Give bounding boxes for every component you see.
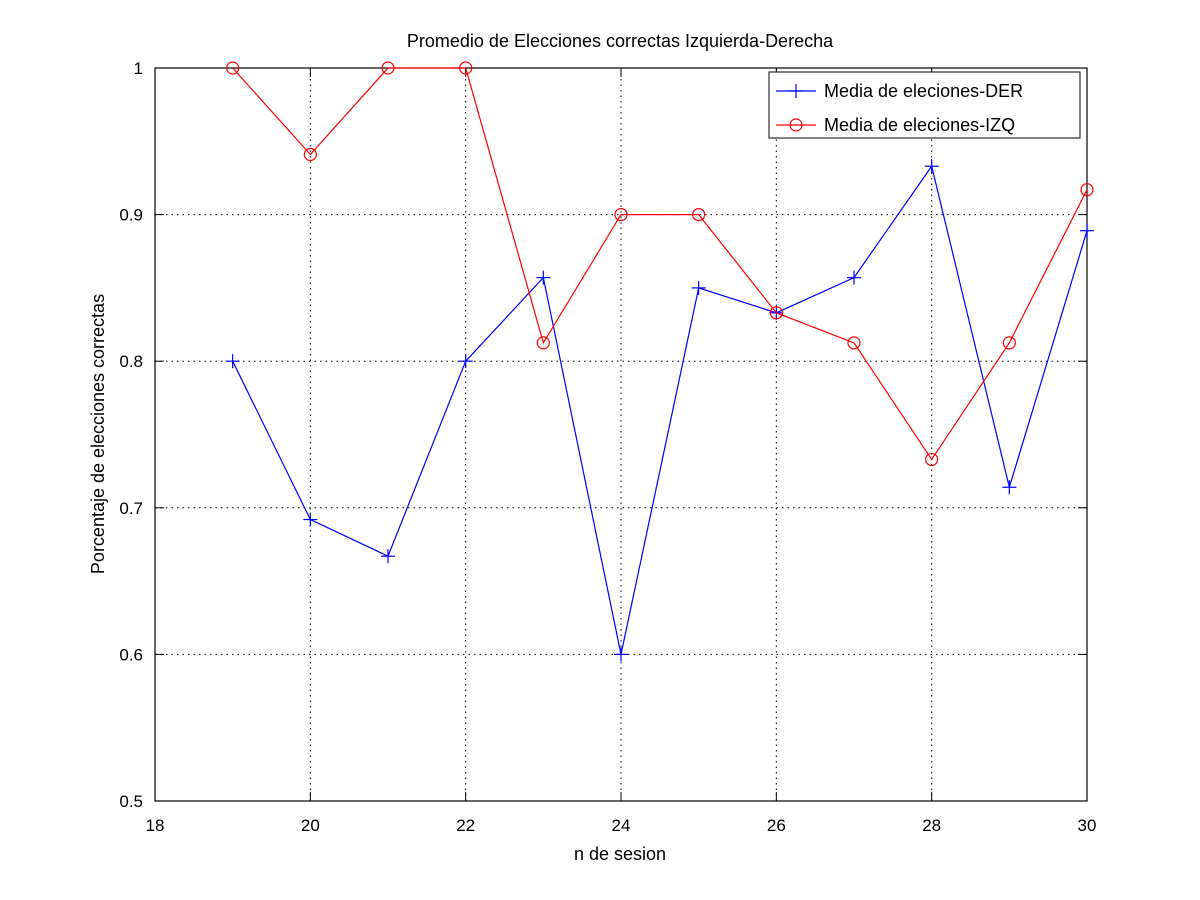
axis-ticks: 18 20 22 24 26 28 30 0.5 0.6 0.7 0.8 0.9 1 xyxy=(119,59,1096,835)
x-tick-label: 30 xyxy=(1078,816,1097,835)
series xyxy=(225,61,1094,662)
series-line xyxy=(232,164,1088,655)
x-tick-label: 26 xyxy=(767,816,786,835)
y-axis-title: Porcentaje de elecciones correctas xyxy=(88,294,108,574)
data-point xyxy=(614,647,628,662)
data-point xyxy=(303,147,317,162)
legend-marker-der xyxy=(789,84,803,98)
y-tick-label: 1 xyxy=(134,59,143,78)
data-point xyxy=(1002,480,1017,495)
data-point xyxy=(691,280,706,295)
y-tick-label: 0.7 xyxy=(119,499,143,518)
data-point xyxy=(847,336,861,350)
data-point xyxy=(226,61,240,75)
data-point xyxy=(769,306,783,320)
data-point xyxy=(847,270,861,285)
x-tick-label: 22 xyxy=(456,816,475,835)
y-tick-label: 0.9 xyxy=(119,206,143,225)
data-point xyxy=(381,61,395,75)
legend-marker-izq xyxy=(789,118,803,132)
data-point xyxy=(459,61,473,75)
data-point xyxy=(536,336,550,350)
legend-box xyxy=(768,71,1081,139)
data-point xyxy=(924,159,939,174)
data-point xyxy=(1080,223,1094,238)
data-point xyxy=(381,549,395,564)
data-point xyxy=(1080,183,1094,197)
x-tick-label: 28 xyxy=(922,816,941,835)
data-point xyxy=(692,208,706,222)
grid xyxy=(155,68,1087,801)
x-tick-label: 24 xyxy=(612,816,631,835)
data-point xyxy=(1002,336,1016,350)
x-tick-label: 20 xyxy=(301,816,320,835)
data-point xyxy=(614,208,628,222)
x-tick-label: 18 xyxy=(146,816,165,835)
data-point xyxy=(225,354,240,369)
data-point xyxy=(458,354,473,369)
data-point xyxy=(925,452,939,467)
legend-label-izq: Media de eleciones-IZQ xyxy=(824,115,1015,135)
legend-label-der: Media de eleciones-DER xyxy=(824,81,1023,101)
plot-area xyxy=(154,67,1088,802)
x-axis-title: n de sesion xyxy=(574,844,666,864)
chart-title: Promedio de Elecciones correctas Izquier… xyxy=(407,31,834,51)
data-point xyxy=(303,512,318,527)
legend: Media de eleciones-DER Media de elecione… xyxy=(768,71,1081,139)
y-tick-label: 0.8 xyxy=(119,352,143,371)
series-1 xyxy=(225,159,1094,662)
data-point xyxy=(536,270,551,285)
y-tick-label: 0.5 xyxy=(119,792,143,811)
y-tick-label: 0.6 xyxy=(119,645,143,664)
series-2 xyxy=(226,61,1094,467)
series-line xyxy=(232,67,1088,461)
